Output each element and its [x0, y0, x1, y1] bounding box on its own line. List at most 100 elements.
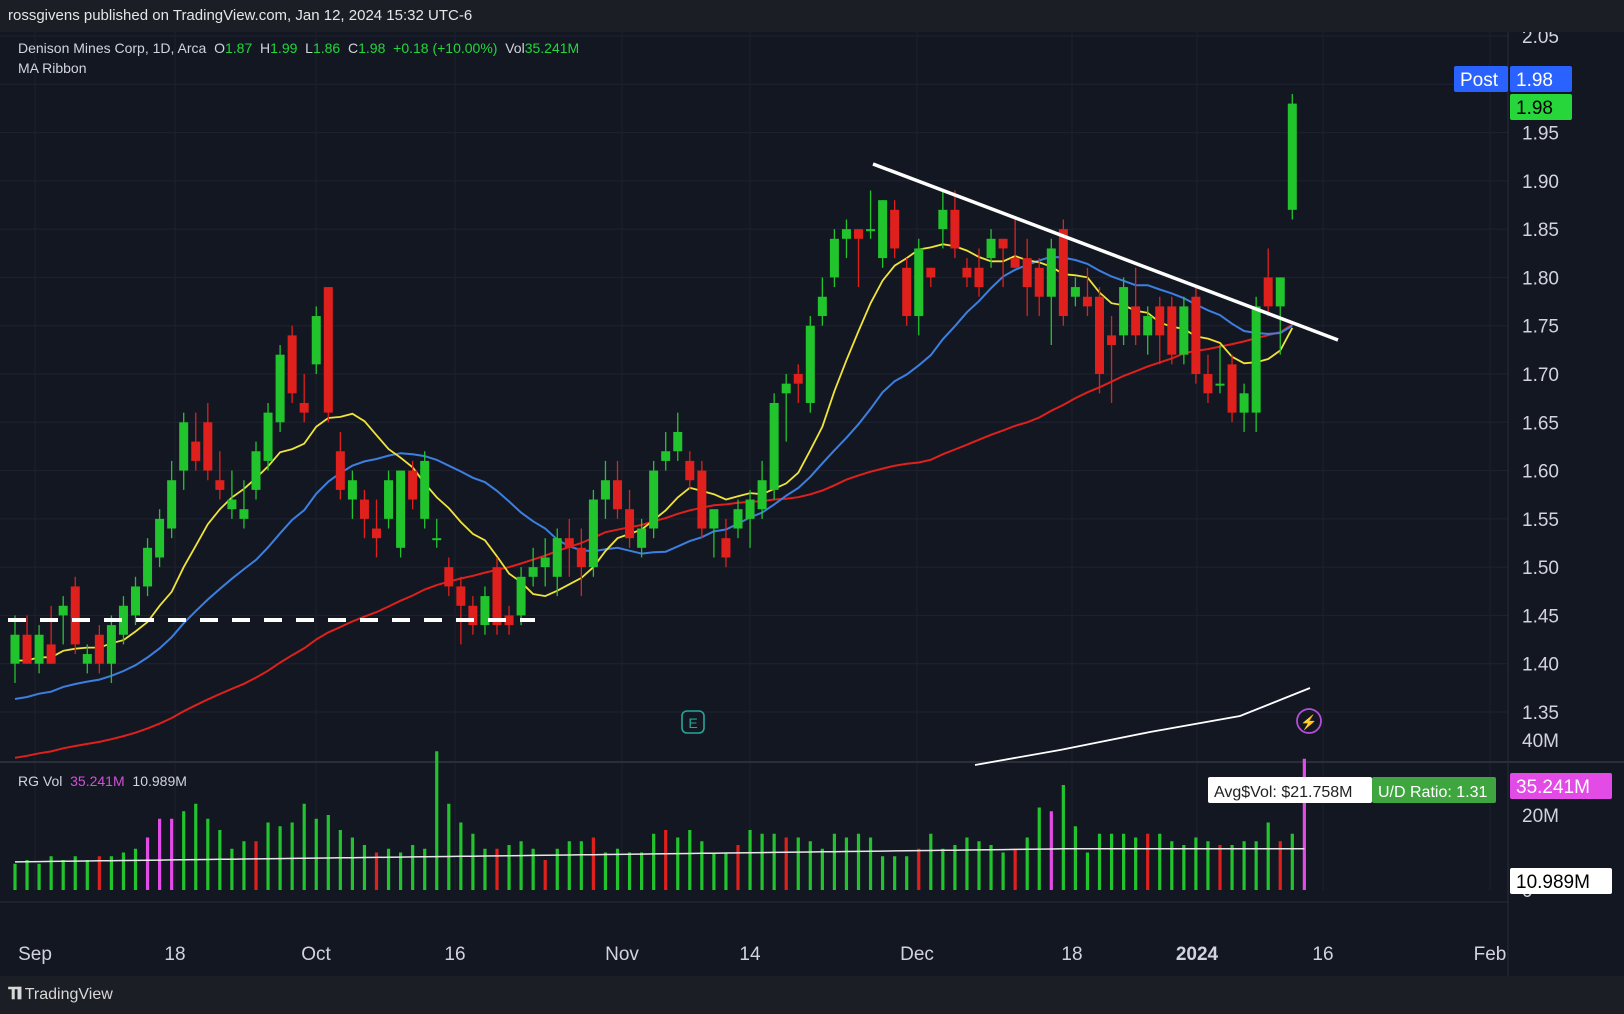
candle	[396, 470, 406, 558]
price-chart-svg[interactable]: E ⚡ 2.051.951.901.851.801.751.701.651.601…	[0, 27, 1624, 976]
candle	[986, 229, 996, 268]
candle-body	[745, 499, 755, 519]
candle-body	[950, 209, 960, 249]
time-tick-label: 16	[1312, 944, 1333, 965]
volume-bar	[688, 830, 692, 890]
candle	[347, 470, 357, 519]
volume-bar	[73, 856, 77, 890]
volume-legend[interactable]: RG Vol 35.241M 10.989M	[18, 773, 187, 789]
volume-avg-badge: 10.989M	[1510, 868, 1612, 894]
volume-bar	[1025, 837, 1029, 890]
indicator-legend[interactable]: MA Ribbon	[18, 60, 86, 76]
candle-body	[46, 644, 56, 664]
candle	[613, 460, 622, 519]
open-value: 1.87	[224, 40, 253, 56]
downtrend-line	[872, 162, 1339, 342]
volume-bar	[736, 845, 740, 890]
candle-body	[396, 470, 406, 548]
ma-slow-line	[14, 323, 1293, 759]
volume-bar	[543, 860, 547, 890]
volume-last-badge-text: 35.241M	[1516, 777, 1590, 798]
volume-bar	[386, 848, 391, 890]
candle-body	[143, 547, 153, 587]
volume-bar	[1061, 785, 1065, 890]
candle	[384, 470, 394, 529]
volume-bar	[242, 841, 246, 890]
price-tick-label: 1.50	[1522, 558, 1559, 579]
volume-avg-badge-text: 10.989M	[1516, 872, 1590, 893]
volume-bar	[591, 837, 595, 890]
volume-bar	[760, 833, 764, 890]
indicator-name: MA Ribbon	[18, 60, 87, 76]
time-tick-label: Oct	[301, 944, 331, 965]
volume-bar	[507, 845, 511, 890]
candle-body	[1191, 296, 1201, 374]
volume-bar	[1109, 833, 1114, 890]
candle-body	[649, 470, 659, 529]
candle	[637, 518, 647, 558]
volume-bar	[917, 848, 921, 890]
tradingview-logo[interactable]: 𝐓❙ TradingView	[8, 976, 113, 1014]
candle-body	[492, 567, 502, 626]
candle-body	[1046, 248, 1056, 297]
candle	[1107, 316, 1117, 403]
candle	[275, 345, 285, 432]
candle-body	[94, 634, 104, 664]
change-value: +0.18 (+10.00%)	[393, 40, 498, 56]
chart-area[interactable]: E ⚡ 2.05 1.95 1.90 1.85 1.80 1.75 1.70 1.65 1.60 1…	[0, 27, 1624, 976]
volume-bar	[170, 818, 174, 890]
price-tick-label: 1.90	[1522, 172, 1559, 193]
volume-bar	[567, 841, 571, 890]
candle	[1022, 238, 1032, 317]
candle	[287, 325, 297, 403]
candle	[998, 238, 1008, 288]
volume-bar	[712, 852, 716, 890]
price-tick-label: 1.65	[1522, 413, 1559, 434]
candle	[372, 499, 381, 558]
volume-bar	[145, 837, 150, 890]
volume-bar	[109, 856, 113, 890]
candle-body	[444, 567, 454, 587]
candle-body	[817, 296, 827, 317]
volume-bar	[1122, 833, 1126, 890]
candle	[661, 431, 671, 471]
candle	[697, 460, 707, 539]
candle-body	[854, 229, 863, 239]
symbol-legend: Denison Mines Corp, 1D, Arca O1.87 H1.99…	[18, 40, 579, 56]
candle-body	[504, 615, 514, 626]
volume-bar	[724, 852, 728, 890]
volume-bar	[579, 841, 583, 890]
candle	[263, 402, 273, 471]
close-label: C	[348, 40, 359, 56]
candle-body	[34, 634, 44, 664]
candles	[10, 93, 1297, 684]
symbol-name: Denison Mines Corp, 1D, Arca	[18, 40, 207, 56]
volume-bar	[989, 845, 993, 890]
price-axis[interactable]: 2.05 1.95 1.90 1.85 1.80 1.75 1.70 1.65 1.60 1.55…	[1522, 27, 1559, 902]
volume-bar	[133, 848, 138, 890]
time-axis[interactable]: Sep 18 Oct 16 Nov 14 Dec 18 2024 16 Feb	[18, 944, 1506, 965]
volume-bar	[1001, 852, 1005, 890]
candle-body	[372, 528, 381, 539]
candle	[335, 431, 345, 500]
candle-body	[1143, 316, 1153, 336]
candle	[841, 219, 851, 259]
candle	[420, 451, 430, 529]
close-value: 1.98	[358, 40, 386, 56]
price-tick-label: 2.05	[1522, 32, 1559, 48]
volume-bar	[603, 852, 608, 890]
volume-last-badge: 35.241M	[1510, 773, 1612, 799]
volume-bar	[374, 852, 379, 890]
post-price-badge-bg	[1510, 66, 1572, 92]
candle	[721, 518, 731, 568]
volume-bar	[832, 833, 836, 890]
brand-name: TradingView	[24, 986, 113, 1003]
candle	[1143, 306, 1153, 355]
candle	[94, 625, 104, 674]
volume-bar	[362, 845, 367, 890]
volume-indicator-avg: 10.989M	[132, 773, 187, 789]
candle-body	[576, 547, 586, 568]
ma-200-line	[974, 687, 1311, 766]
candle	[492, 557, 502, 635]
candle	[456, 576, 466, 645]
